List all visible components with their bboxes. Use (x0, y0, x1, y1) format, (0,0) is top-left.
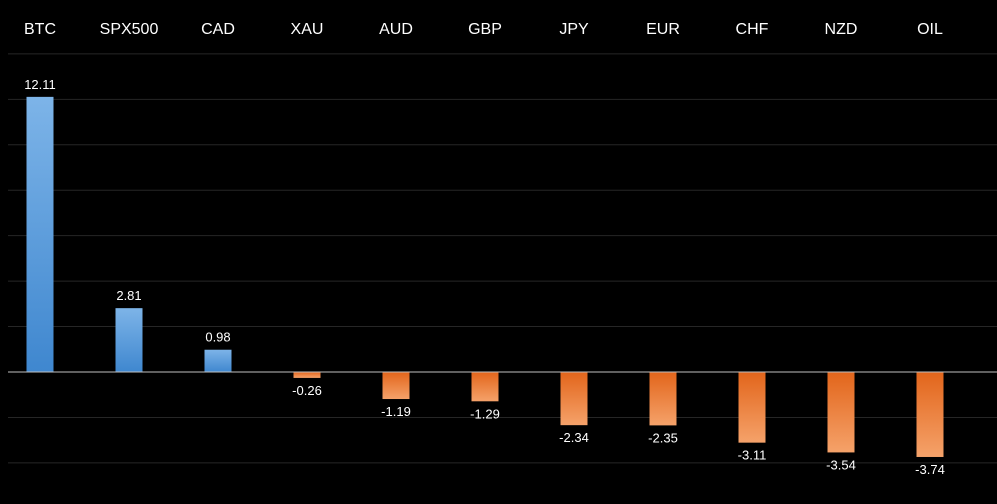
category-label: CAD (201, 21, 235, 38)
category-label: OIL (917, 21, 943, 38)
category-label: NZD (825, 21, 858, 38)
value-labels: 12.11 2.81 0.98 -0.26 -1.19 -1.29 -2.34 -2.35 -3… (24, 77, 945, 477)
category-label: BTC (24, 21, 56, 38)
value-label: -1.19 (381, 404, 411, 419)
category-label: SPX500 (100, 21, 159, 38)
value-label: 2.81 (116, 288, 141, 303)
value-label: -0.26 (292, 383, 322, 398)
bar (560, 372, 588, 426)
bar (204, 349, 232, 372)
category-label: XAU (291, 21, 324, 38)
bars (26, 96, 944, 457)
bar (827, 372, 855, 453)
bar (293, 372, 321, 378)
bar (471, 372, 499, 402)
category-label: CHF (736, 21, 769, 38)
category-label: EUR (646, 21, 680, 38)
bar (649, 372, 677, 426)
bar (26, 96, 54, 372)
value-label: -2.34 (559, 430, 589, 445)
bar (916, 372, 944, 457)
category-label: AUD (379, 21, 413, 38)
category-label: GBP (468, 21, 502, 38)
value-label: -3.11 (738, 448, 767, 463)
value-label: -1.29 (470, 406, 500, 421)
value-label: 12.11 (24, 77, 56, 92)
bar (115, 308, 143, 372)
bar (738, 372, 766, 443)
category-labels: BTC SPX500 CAD XAU AUD GBP JPY EUR CHF NZD OIL (24, 21, 943, 38)
value-label: -3.54 (826, 457, 856, 472)
gridlines (8, 53, 997, 464)
value-label: -3.74 (915, 462, 945, 477)
bar (382, 372, 410, 400)
value-label: 0.98 (205, 330, 230, 345)
value-label: -2.35 (648, 430, 678, 445)
category-label: JPY (559, 21, 589, 38)
